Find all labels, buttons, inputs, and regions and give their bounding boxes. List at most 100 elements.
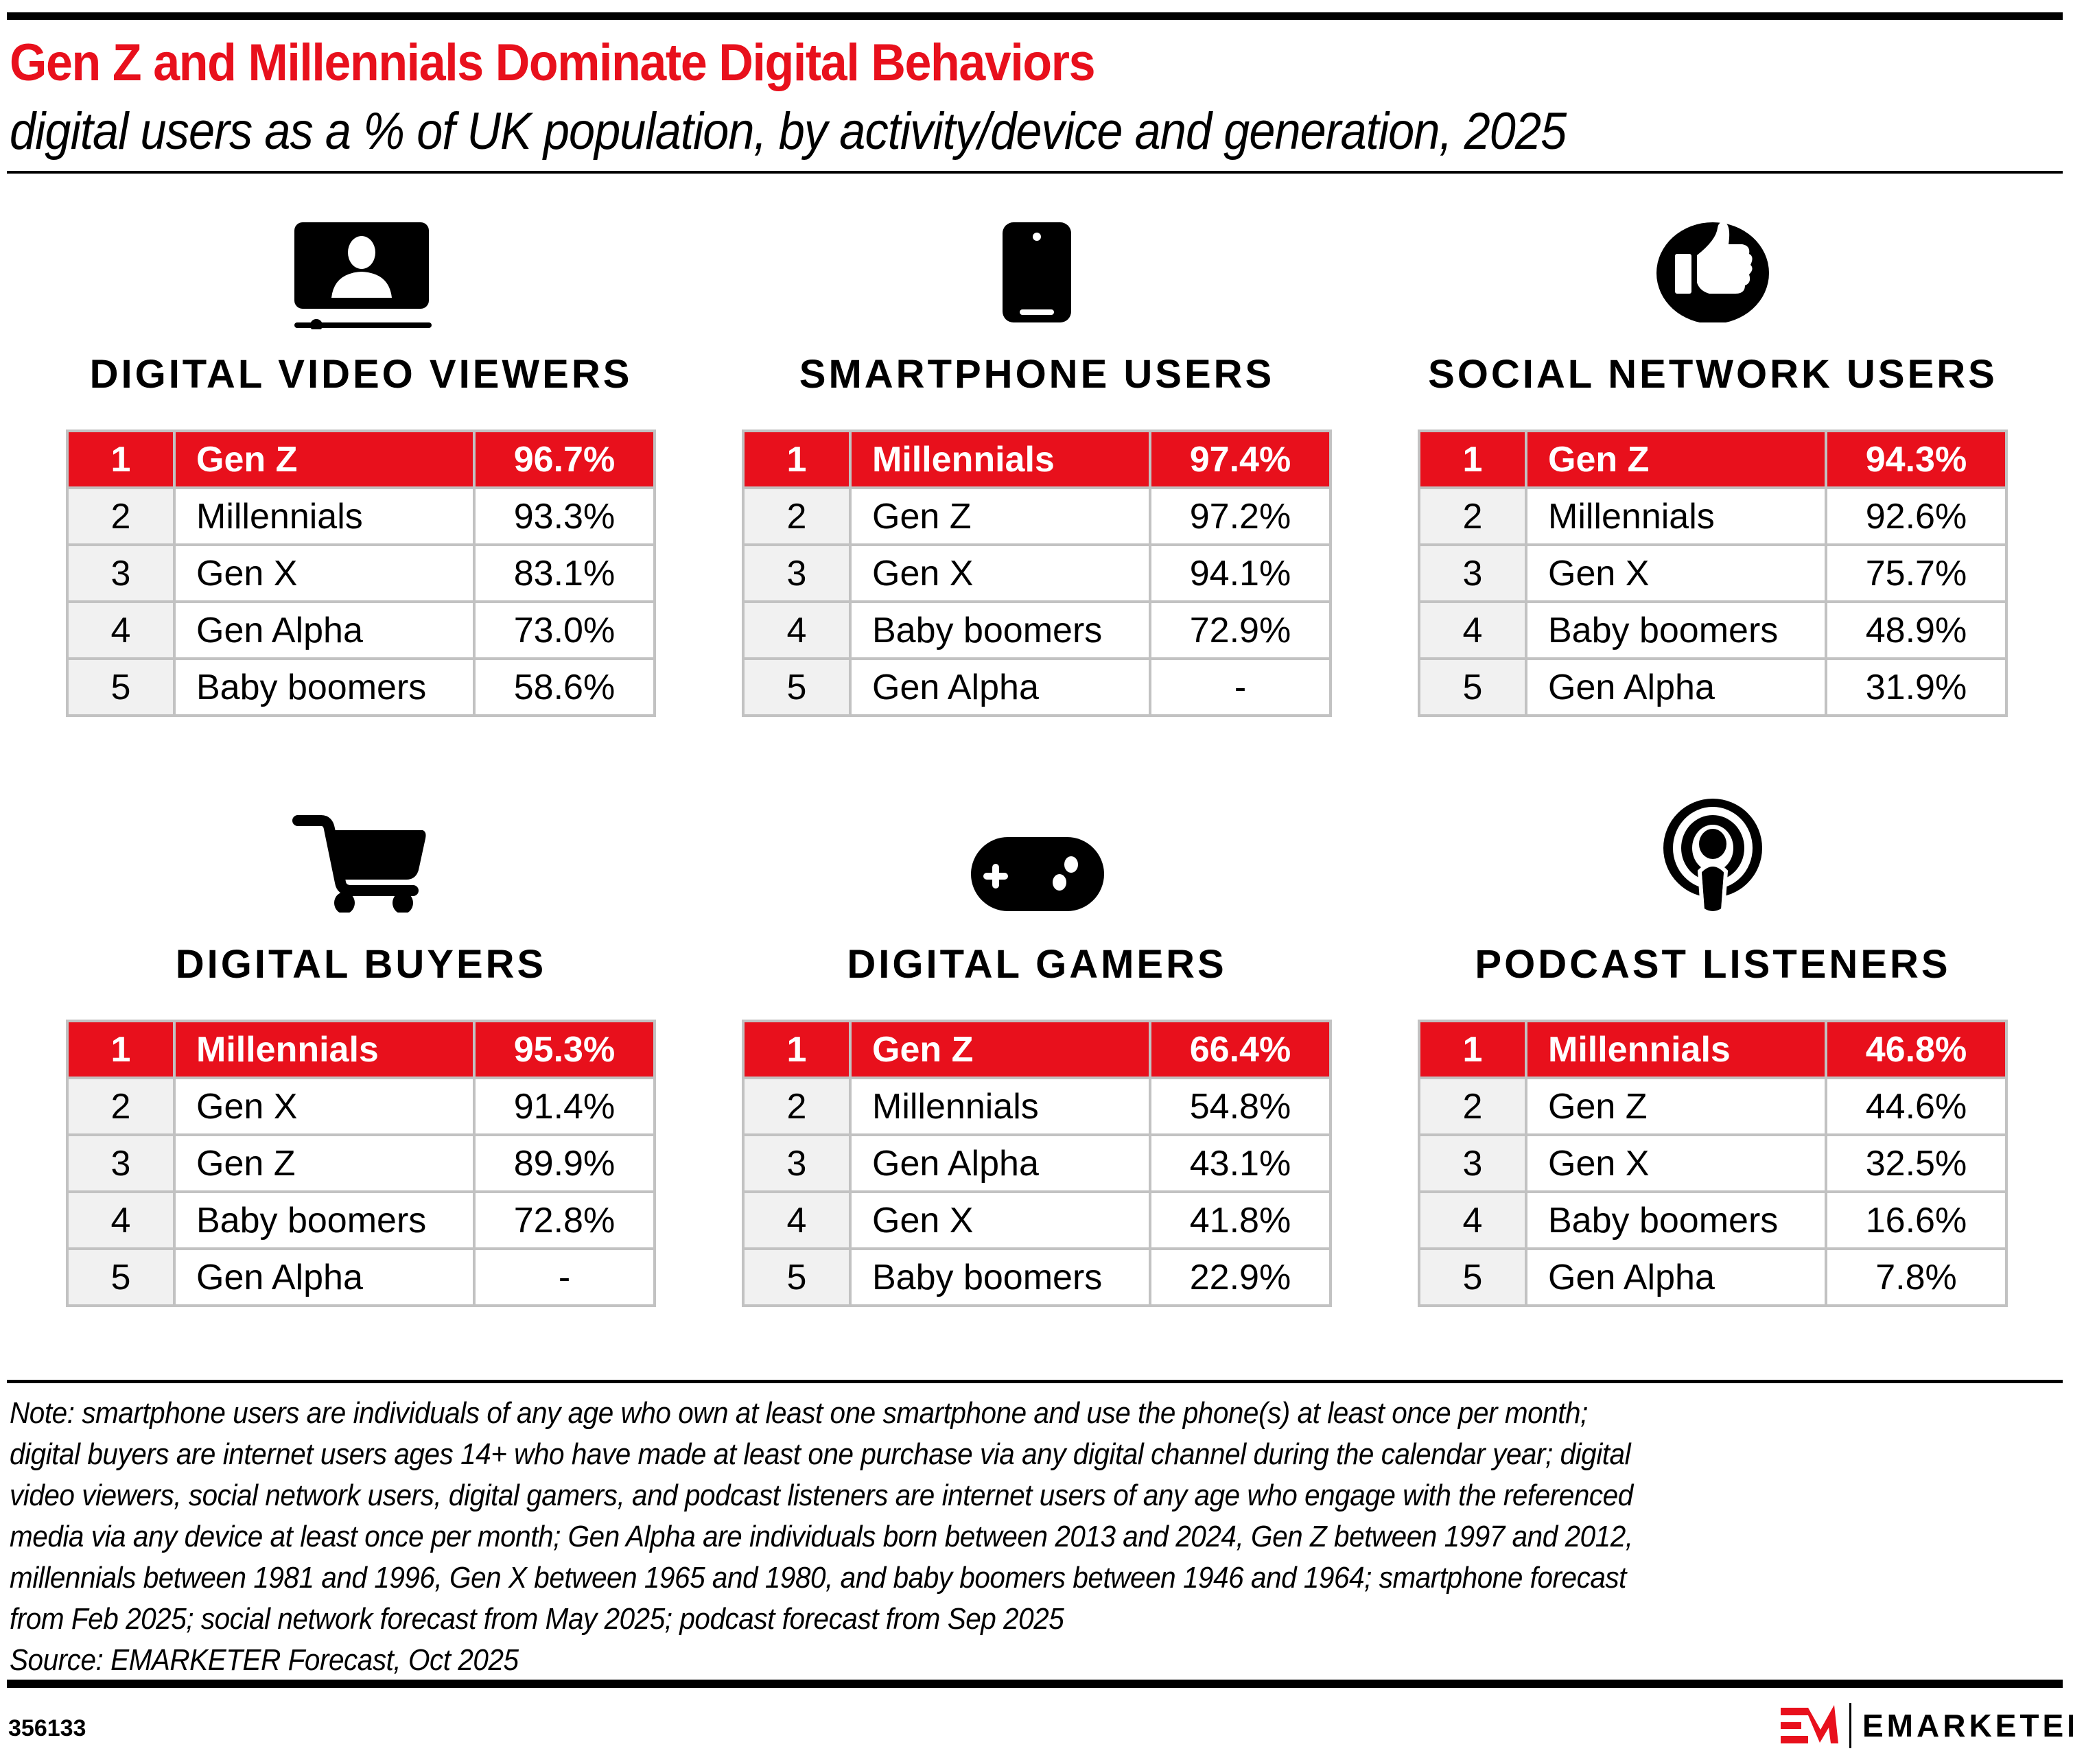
- table-row: 2 Gen Z 97.2%: [742, 486, 1332, 546]
- generation-cell: Gen Alpha: [173, 600, 476, 660]
- brand-wordmark: EMARKETER: [1862, 1708, 2073, 1743]
- generation-cell: Gen X: [173, 1077, 476, 1136]
- table-row: 1 Millennials 97.4%: [742, 430, 1332, 489]
- rank-cell: 2: [1418, 1077, 1527, 1136]
- generation-cell: Millennials: [849, 1077, 1151, 1136]
- value-cell: 72.9%: [1149, 600, 1332, 660]
- rank-cell: 1: [66, 430, 176, 489]
- generation-cell: Baby boomers: [849, 1247, 1151, 1307]
- logo-divider: [1849, 1703, 1851, 1748]
- panel-heading: DIGITAL BUYERS: [175, 942, 547, 987]
- value-cell: 73.0%: [473, 600, 656, 660]
- value-cell: 43.1%: [1149, 1133, 1332, 1193]
- generation-cell: Millennials: [1525, 486, 1827, 546]
- generation-cell: Millennials: [173, 486, 476, 546]
- value-cell: 41.8%: [1149, 1190, 1332, 1250]
- value-cell: 54.8%: [1149, 1077, 1332, 1136]
- note-line: from Feb 2025; social network forecast f…: [10, 1602, 1064, 1636]
- value-cell: 91.4%: [473, 1077, 656, 1136]
- value-cell: 96.7%: [473, 430, 656, 489]
- podcast-icon: [1418, 796, 2008, 933]
- ranking-table: 1 Gen Z 96.7% 2 Millennials 93.3% 3 Gen X 83.1% 4…: [66, 430, 656, 717]
- table-row: 4 Baby boomers 16.6%: [1418, 1190, 2008, 1250]
- rank-cell: 5: [66, 657, 176, 717]
- generation-cell: Gen X: [173, 543, 476, 603]
- ranking-table: 1 Gen Z 94.3% 2 Millennials 92.6% 3 Gen X 75.7% 4…: [1418, 430, 2008, 717]
- generation-cell: Baby boomers: [173, 1190, 476, 1250]
- generation-cell: Gen X: [849, 1190, 1151, 1250]
- table-row: 4 Gen Alpha 73.0%: [66, 600, 656, 660]
- rank-cell: 5: [1418, 1247, 1527, 1307]
- value-cell: 92.6%: [1825, 486, 2008, 546]
- value-cell: 32.5%: [1825, 1133, 2008, 1193]
- value-cell: 97.2%: [1149, 486, 1332, 546]
- generation-cell: Gen Alpha: [173, 1247, 476, 1307]
- game-controller-icon: [742, 796, 1332, 933]
- note-line: millennials between 1981 and 1996, Gen X…: [10, 1561, 1626, 1595]
- table-row: 3 Gen X 94.1%: [742, 543, 1332, 603]
- value-cell: 95.3%: [473, 1020, 656, 1079]
- generation-cell: Gen Alpha: [1525, 1247, 1827, 1307]
- rank-cell: 5: [742, 657, 852, 717]
- smartphone-icon: [742, 206, 1332, 343]
- value-cell: 44.6%: [1825, 1077, 2008, 1136]
- rank-cell: 4: [66, 600, 176, 660]
- table-row: 5 Baby boomers 58.6%: [66, 657, 656, 717]
- table-row: 4 Baby boomers 48.9%: [1418, 600, 2008, 660]
- generation-cell: Gen X: [849, 543, 1151, 603]
- rank-cell: 1: [1418, 430, 1527, 489]
- chart-title: Gen Z and Millennials Dominate Digital B…: [10, 34, 1095, 92]
- generation-cell: Gen Z: [173, 1133, 476, 1193]
- generation-cell: Gen X: [1525, 1133, 1827, 1193]
- panel-heading: SMARTPHONE USERS: [799, 352, 1275, 397]
- panel-heading: PODCAST LISTENERS: [1475, 942, 1951, 987]
- header-rule: [7, 171, 2063, 174]
- table-row: 1 Gen Z 94.3%: [1418, 430, 2008, 489]
- table-row: 2 Millennials 92.6%: [1418, 486, 2008, 546]
- rank-cell: 2: [66, 486, 176, 546]
- emarketer-logo: EMARKETER: [1781, 1702, 2073, 1750]
- generation-cell: Baby boomers: [1525, 600, 1827, 660]
- note-line: media via any device at least once per m…: [10, 1520, 1633, 1553]
- table-row: 5 Gen Alpha 31.9%: [1418, 657, 2008, 717]
- generation-cell: Gen Z: [849, 1020, 1151, 1079]
- em-logo-icon: [1781, 1705, 1838, 1743]
- table-row: 5 Baby boomers 22.9%: [742, 1247, 1332, 1307]
- video-viewer-icon: [66, 213, 656, 350]
- note-line: video viewers, social network users, dig…: [10, 1479, 1633, 1512]
- rank-cell: 2: [742, 1077, 852, 1136]
- generation-cell: Gen X: [1525, 543, 1827, 603]
- table-row: 1 Gen Z 66.4%: [742, 1020, 1332, 1079]
- generation-cell: Gen Z: [1525, 1077, 1827, 1136]
- value-cell: 94.1%: [1149, 543, 1332, 603]
- value-cell: 83.1%: [473, 543, 656, 603]
- table-row: 2 Gen X 91.4%: [66, 1077, 656, 1136]
- rank-cell: 2: [66, 1077, 176, 1136]
- value-cell: 7.8%: [1825, 1247, 2008, 1307]
- rank-cell: 3: [742, 1133, 852, 1193]
- table-row: 1 Gen Z 96.7%: [66, 430, 656, 489]
- value-cell: 89.9%: [473, 1133, 656, 1193]
- value-cell: 48.9%: [1825, 600, 2008, 660]
- ranking-table: 1 Millennials 46.8% 2 Gen Z 44.6% 3 Gen X 32.5% 4…: [1418, 1020, 2008, 1307]
- rank-cell: 4: [742, 1190, 852, 1250]
- generation-cell: Millennials: [1525, 1020, 1827, 1079]
- value-cell: 72.8%: [473, 1190, 656, 1250]
- table-row: 3 Gen X 83.1%: [66, 543, 656, 603]
- table-row: 5 Gen Alpha -: [742, 657, 1332, 717]
- rank-cell: 3: [742, 543, 852, 603]
- value-cell: 46.8%: [1825, 1020, 2008, 1079]
- rank-cell: 1: [742, 1020, 852, 1079]
- rank-cell: 2: [742, 486, 852, 546]
- generation-cell: Baby boomers: [173, 657, 476, 717]
- value-cell: 58.6%: [473, 657, 656, 717]
- chart-id: 356133: [8, 1715, 86, 1741]
- generation-cell: Gen Z: [1525, 430, 1827, 489]
- value-cell: 94.3%: [1825, 430, 2008, 489]
- ranking-table: 1 Gen Z 66.4% 2 Millennials 54.8% 3 Gen Alpha 43…: [742, 1020, 1332, 1307]
- generation-cell: Baby boomers: [1525, 1190, 1827, 1250]
- value-cell: 22.9%: [1149, 1247, 1332, 1307]
- value-cell: -: [1149, 657, 1332, 717]
- panel-heading: DIGITAL GAMERS: [847, 942, 1227, 987]
- panel-heading: DIGITAL VIDEO VIEWERS: [89, 352, 633, 397]
